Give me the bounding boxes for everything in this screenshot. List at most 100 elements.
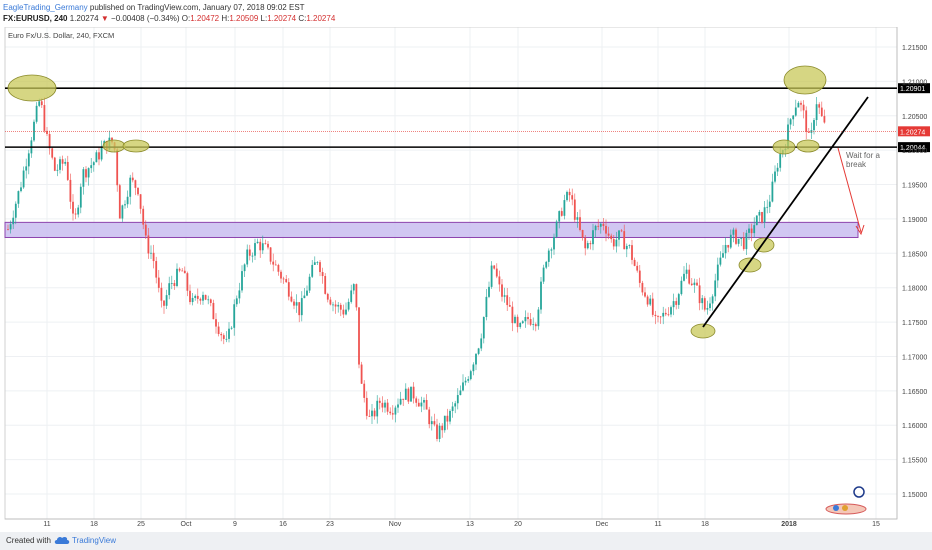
candle-body bbox=[215, 319, 217, 327]
candle-body bbox=[116, 149, 119, 186]
candle-body bbox=[280, 271, 282, 279]
candle-body bbox=[449, 410, 451, 422]
x-tick-label: 16 bbox=[279, 521, 287, 528]
candle-body bbox=[308, 276, 311, 291]
candle-body bbox=[688, 269, 691, 284]
candle-body bbox=[683, 273, 685, 281]
candle-body bbox=[134, 180, 137, 188]
candle-body bbox=[300, 298, 303, 316]
candle-body bbox=[696, 282, 698, 286]
candle-body bbox=[456, 395, 459, 404]
candle-body bbox=[220, 334, 223, 336]
y-tick-label: 1.18500 bbox=[902, 251, 927, 258]
candle-body bbox=[664, 312, 667, 315]
candle-body bbox=[766, 206, 769, 208]
candle-body bbox=[446, 415, 449, 422]
candle-body bbox=[701, 298, 704, 304]
candle-body bbox=[155, 261, 158, 278]
high-label: H: bbox=[221, 14, 230, 23]
candle-body bbox=[61, 159, 64, 164]
y-tick-label: 1.21500 bbox=[902, 45, 927, 52]
candle-body bbox=[311, 264, 314, 277]
y-tick-label: 1.21000 bbox=[902, 79, 927, 86]
candle-body bbox=[594, 225, 597, 231]
x-tick-label: 9 bbox=[233, 521, 237, 528]
candle-body bbox=[758, 211, 761, 216]
chart-area[interactable]: Euro Fx/U.S. Dollar, 240, FXCM 1.20901 1.… bbox=[0, 26, 932, 532]
highlight-ellipse bbox=[122, 139, 150, 153]
candle-body bbox=[209, 299, 212, 303]
candle-body bbox=[339, 304, 342, 310]
horizontal-levels: 1.20901 1.20044 1.20274 bbox=[5, 83, 930, 153]
candle-body bbox=[43, 105, 46, 131]
candle-body bbox=[685, 269, 688, 274]
author-name[interactable]: EagleTrading_Germany bbox=[3, 3, 88, 12]
x-tick-label: Oct bbox=[181, 521, 192, 528]
candle-body bbox=[638, 270, 641, 283]
candle-body bbox=[488, 286, 490, 297]
candle-body bbox=[293, 301, 295, 306]
candle-body bbox=[235, 298, 238, 305]
candle-body bbox=[376, 400, 379, 417]
candle-body bbox=[592, 230, 594, 245]
candle-body bbox=[628, 245, 631, 246]
x-tick-label: 11 bbox=[654, 521, 661, 528]
candle-body bbox=[306, 290, 308, 296]
candle-body bbox=[771, 181, 774, 202]
candle-body bbox=[729, 234, 732, 248]
candle-body bbox=[735, 229, 737, 244]
candle-body bbox=[537, 309, 540, 327]
y-tick-label: 1.18000 bbox=[902, 286, 927, 293]
candle-body bbox=[298, 302, 301, 316]
candle-body bbox=[355, 284, 358, 308]
candle-body bbox=[443, 415, 446, 431]
candle-body bbox=[480, 338, 483, 349]
candle-body bbox=[716, 264, 719, 281]
candle-body bbox=[371, 410, 373, 417]
candle-body bbox=[420, 402, 423, 407]
candle-body bbox=[469, 371, 472, 380]
y-tick-label: 1.17500 bbox=[902, 320, 927, 327]
candle-body bbox=[657, 316, 659, 317]
candle-body bbox=[498, 276, 501, 285]
tradingview-brand[interactable]: TradingView bbox=[72, 536, 117, 545]
candle-body bbox=[87, 168, 90, 178]
candle-body bbox=[27, 153, 30, 167]
level-price-tag bbox=[898, 83, 930, 94]
x-tick-label: 18 bbox=[90, 521, 98, 528]
candle-body bbox=[264, 243, 267, 245]
candle-body bbox=[599, 223, 602, 227]
candle-body bbox=[152, 252, 155, 262]
candle-body bbox=[516, 316, 519, 327]
candle-body bbox=[807, 131, 810, 133]
candle-body bbox=[490, 265, 493, 287]
candle-body bbox=[38, 101, 41, 106]
candle-body bbox=[404, 388, 407, 400]
candle-body bbox=[477, 348, 480, 354]
candle-body bbox=[800, 102, 802, 105]
candle-body bbox=[579, 217, 581, 231]
candle-body bbox=[566, 191, 568, 201]
candle-body bbox=[584, 237, 587, 249]
candle-body bbox=[410, 386, 412, 402]
candle-body bbox=[779, 154, 782, 168]
candle-body bbox=[368, 415, 371, 417]
candle-body bbox=[365, 397, 368, 416]
candle-body bbox=[540, 281, 542, 310]
candle-body bbox=[740, 237, 743, 239]
candle-body bbox=[547, 250, 550, 262]
candle-body bbox=[20, 187, 22, 192]
candle-body bbox=[295, 302, 298, 306]
candle-body bbox=[680, 280, 683, 295]
candle-body bbox=[248, 249, 251, 256]
price-chart[interactable]: Euro Fx/U.S. Dollar, 240, FXCM 1.209011.… bbox=[0, 26, 932, 532]
candle-body bbox=[225, 338, 228, 340]
symbol-line: FX:EURUSD, 240 1.20274 ▼ −0.00408 (−0.34… bbox=[3, 13, 928, 24]
candle-body bbox=[506, 295, 509, 306]
candle-body bbox=[316, 262, 319, 263]
candle-body bbox=[256, 241, 259, 244]
candle-body bbox=[181, 270, 184, 272]
open-value: 1.20472 bbox=[190, 14, 220, 23]
candle-body bbox=[623, 231, 626, 250]
candle-body bbox=[576, 217, 579, 220]
